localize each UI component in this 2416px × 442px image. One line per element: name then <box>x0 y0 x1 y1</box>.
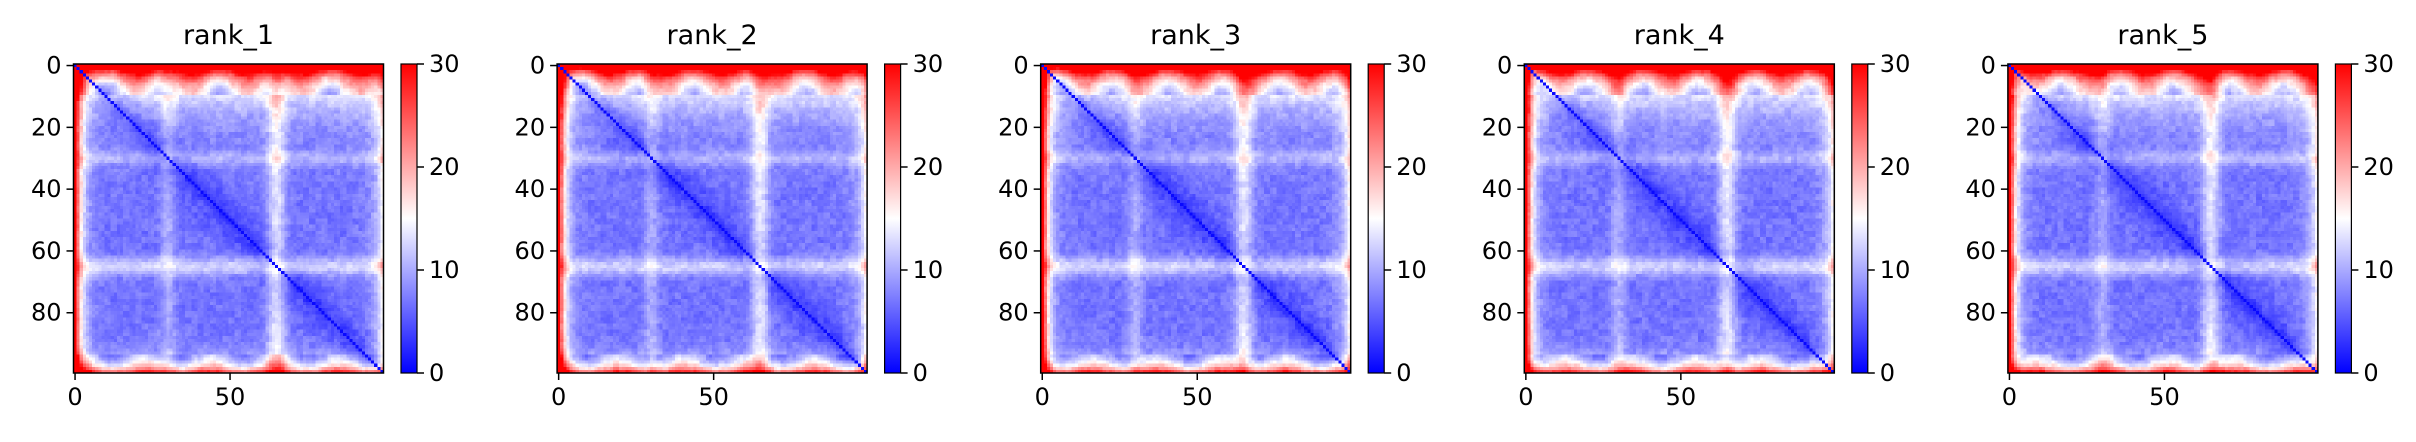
colorbar-tick-label: 20 <box>2363 153 2394 181</box>
panel-title: rank_5 <box>2117 20 2208 51</box>
colorbar <box>884 64 901 373</box>
colorbar-tick-label: 0 <box>1396 359 1411 387</box>
heatmap-frame <box>556 63 868 374</box>
y-tick-label: 40 <box>31 175 62 203</box>
y-tick-label: 60 <box>31 237 62 265</box>
colorbar-frame <box>400 63 418 374</box>
x-tick-label: 50 <box>215 383 246 411</box>
panel-1: rank_1 0 20 40 60 80 0 50 0 10 20 30 <box>31 20 460 411</box>
x-tick-label: 0 <box>67 383 82 411</box>
colorbar <box>2335 64 2352 373</box>
x-tick-label: 0 <box>551 383 566 411</box>
panel-title: rank_1 <box>183 20 274 51</box>
heatmap-frame <box>1523 63 1836 374</box>
x-tick-label: 0 <box>2002 383 2017 411</box>
panel-4: rank_4 0 20 40 60 80 0 50 0 10 20 30 <box>1482 20 1911 411</box>
heatmap-frame <box>72 63 385 374</box>
y-tick-label: 40 <box>515 175 546 203</box>
y-tick-label: 20 <box>998 113 1029 141</box>
colorbar-tick-label: 20 <box>913 153 944 181</box>
colorbar-frame <box>1367 63 1385 374</box>
y-tick-label: 40 <box>1965 175 1996 203</box>
x-tick-label: 50 <box>1182 383 1213 411</box>
colorbar-tick-label: 0 <box>1880 359 1895 387</box>
y-tick-label: 40 <box>1482 175 1513 203</box>
colorbar <box>1851 64 1868 373</box>
y-tick-label: 80 <box>31 299 62 327</box>
x-tick-label: 50 <box>2149 383 2180 411</box>
y-tick-label: 0 <box>1497 52 1512 80</box>
colorbar-frame <box>2334 63 2352 374</box>
colorbar-tick-label: 0 <box>2363 359 2378 387</box>
x-tick-label: 0 <box>1518 383 1533 411</box>
y-tick-label: 0 <box>1981 52 1996 80</box>
y-tick-label: 20 <box>1965 113 1996 141</box>
colorbar-tick-label: 10 <box>1396 256 1427 284</box>
colorbar-frame <box>1851 63 1869 374</box>
colorbar-tick-label: 10 <box>913 256 944 284</box>
y-tick-label: 80 <box>1482 299 1513 327</box>
colorbar-tick-label: 0 <box>429 359 444 387</box>
colorbar-tick-label: 30 <box>429 50 460 78</box>
panel-5: rank_5 0 20 40 60 80 0 50 0 10 20 30 <box>1965 20 2394 411</box>
panel-2: rank_2 0 20 40 60 80 0 50 0 10 20 30 <box>515 20 944 411</box>
panel-title: rank_4 <box>1634 20 1725 51</box>
panel-3: rank_3 0 20 40 60 80 0 50 0 10 20 30 <box>998 20 1427 411</box>
x-tick-label: 50 <box>1666 383 1697 411</box>
colorbar-tick-label: 30 <box>2363 50 2394 78</box>
y-tick-label: 60 <box>1965 237 1996 265</box>
colorbar-tick-label: 30 <box>913 50 944 78</box>
colorbar-tick-label: 0 <box>913 359 928 387</box>
colorbar-tick-label: 30 <box>1880 50 1911 78</box>
y-tick-label: 0 <box>46 52 61 80</box>
y-tick-label: 60 <box>1482 237 1513 265</box>
y-tick-label: 80 <box>998 299 1029 327</box>
y-tick-label: 60 <box>998 237 1029 265</box>
y-tick-label: 0 <box>530 52 545 80</box>
x-tick-label: 0 <box>1035 383 1050 411</box>
colorbar <box>401 64 417 373</box>
y-tick-label: 20 <box>1482 113 1513 141</box>
panel-title: rank_3 <box>1150 20 1241 51</box>
y-tick-label: 80 <box>1965 299 1996 327</box>
colorbar-tick-label: 20 <box>429 153 460 181</box>
heatmap-image <box>1040 64 1351 373</box>
heatmap-frame <box>2007 63 2319 374</box>
y-tick-label: 20 <box>31 113 62 141</box>
colorbar-tick-label: 10 <box>429 256 460 284</box>
heatmap-image <box>73 64 384 373</box>
y-tick-label: 0 <box>1013 52 1028 80</box>
colorbar-frame <box>883 63 902 374</box>
panel-title: rank_2 <box>667 20 758 51</box>
y-tick-label: 60 <box>515 237 546 265</box>
heatmap-image <box>2007 64 2318 373</box>
heatmap-frame <box>1039 63 1352 374</box>
colorbar <box>1368 64 1385 373</box>
colorbar-tick-label: 30 <box>1396 50 1427 78</box>
colorbar-tick-label: 20 <box>1396 153 1427 181</box>
y-tick-label: 80 <box>515 299 546 327</box>
colorbar-tick-label: 20 <box>1880 153 1911 181</box>
heatmap-image <box>557 64 868 373</box>
colorbar-tick-label: 10 <box>2363 256 2394 284</box>
colorbar-tick-label: 10 <box>1880 256 1911 284</box>
y-tick-label: 20 <box>515 113 546 141</box>
x-tick-label: 50 <box>698 383 729 411</box>
heatmap-image <box>1524 64 1835 373</box>
y-tick-label: 40 <box>998 175 1029 203</box>
